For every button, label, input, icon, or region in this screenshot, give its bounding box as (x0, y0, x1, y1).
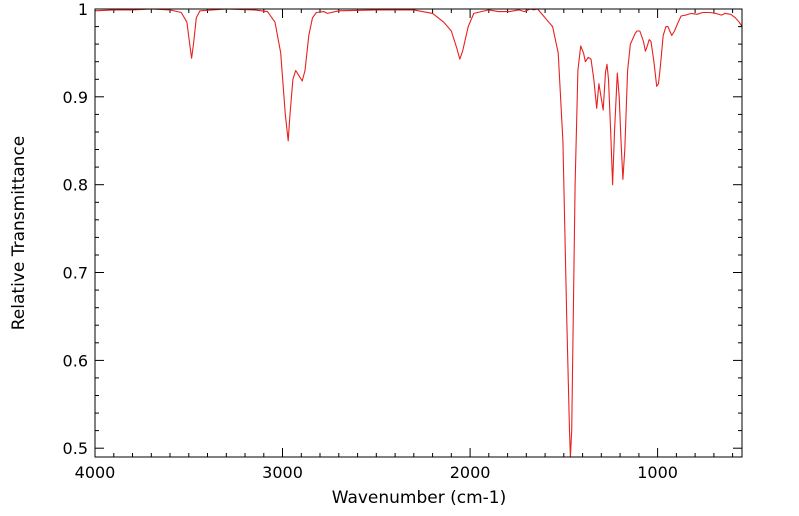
x-tick-label: 1000 (637, 463, 678, 482)
x-tick-label: 4000 (75, 463, 116, 482)
series-layer (94, 8, 743, 458)
x-tick-label: 2000 (450, 463, 491, 482)
y-tick-label: 1 (78, 0, 88, 19)
x-tick-label: 3000 (262, 463, 303, 482)
y-tick-label: 0.5 (63, 439, 88, 458)
spectrum-line (94, 8, 743, 458)
y-tick-label: 0.9 (63, 88, 88, 107)
y-tick-label: 0.7 (63, 264, 88, 283)
y-tick-label: 0.6 (63, 351, 88, 370)
ticks-layer (94, 8, 742, 457)
labels-layer: 4000 3000 2000 1000 0.5 0.6 0.7 0.8 0.9 1 (63, 0, 678, 482)
y-tick-label: 0.8 (63, 176, 88, 195)
plot-frame (94, 8, 743, 458)
y-axis-title: Relative Transmittance (9, 136, 29, 331)
x-axis-title: Wavenumber (cm-1) (332, 488, 507, 508)
